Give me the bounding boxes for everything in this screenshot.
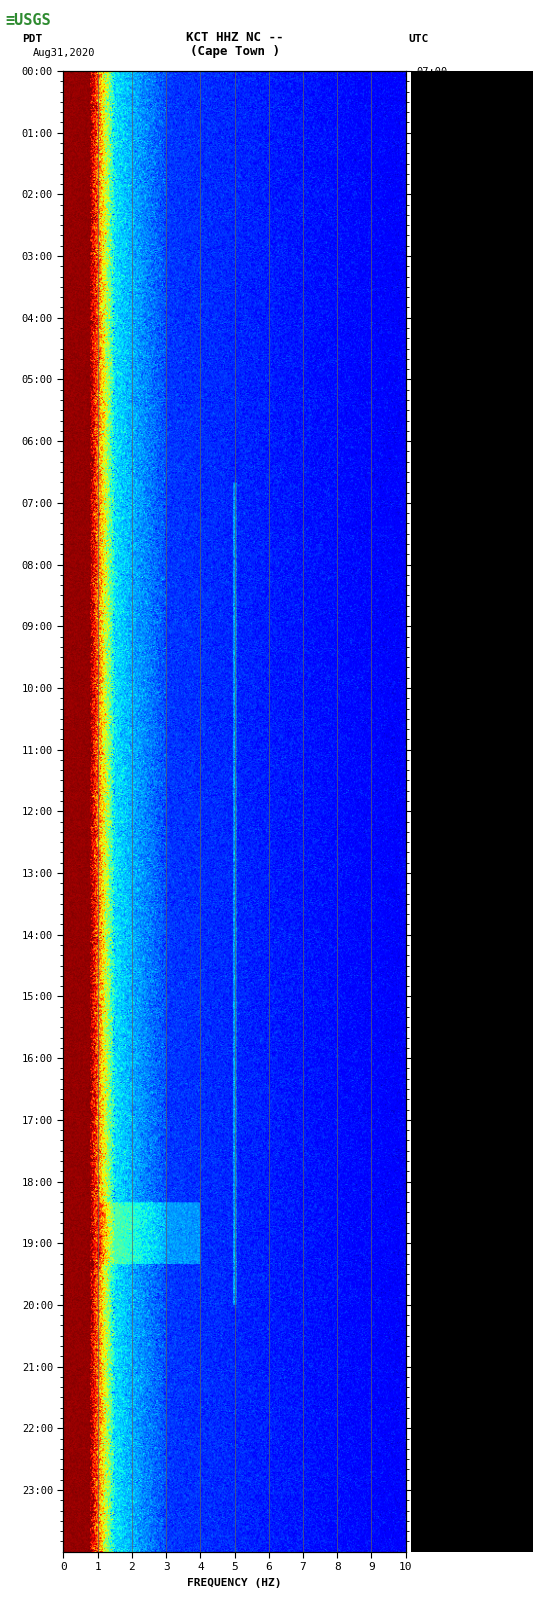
Text: Aug31,2020: Aug31,2020	[33, 48, 95, 58]
X-axis label: FREQUENCY (HZ): FREQUENCY (HZ)	[187, 1578, 282, 1587]
Text: (Cape Town ): (Cape Town )	[189, 45, 280, 58]
Text: KCT HHZ NC --: KCT HHZ NC --	[186, 31, 283, 44]
Text: ≡USGS: ≡USGS	[6, 13, 51, 27]
Text: UTC: UTC	[408, 34, 429, 44]
Text: PDT: PDT	[22, 34, 43, 44]
